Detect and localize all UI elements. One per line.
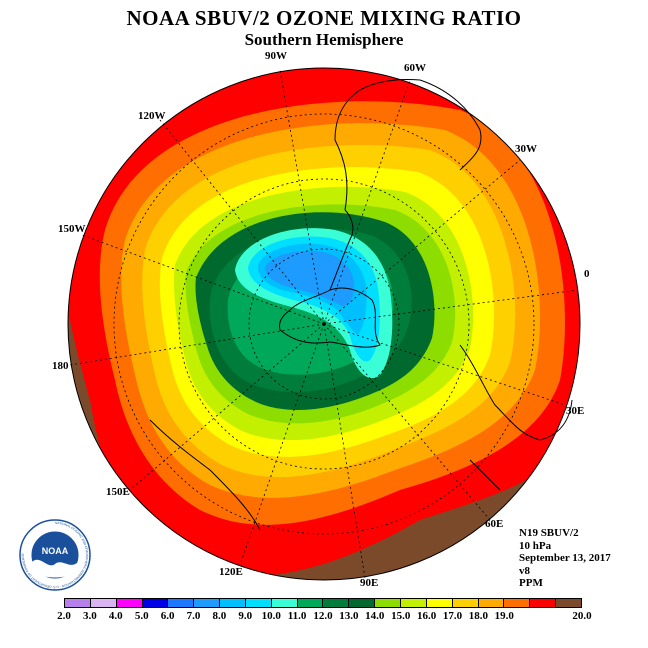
colorbar-segment — [478, 599, 505, 607]
pressure-level: 10 hPa — [519, 539, 552, 552]
colorbar-tick-label: 11.0 — [287, 610, 307, 622]
colorbar-tick-label: 5.0 — [134, 610, 149, 622]
colorbar-tick-label: 18.0 — [468, 610, 489, 622]
colorbar-segment — [504, 599, 531, 607]
longitude-label: 150W — [58, 223, 86, 235]
longitude-label: 30E — [566, 405, 585, 417]
meridian-line — [159, 119, 325, 325]
antarctic-peninsula-coast — [329, 209, 354, 291]
colorbar-segment — [142, 599, 169, 607]
colorbar-segment — [426, 599, 453, 607]
longitude-label: 150E — [106, 486, 130, 498]
colorbar-segment — [375, 599, 401, 607]
colorbar-segment — [297, 599, 324, 607]
colorbar-tick-label: 6.0 — [160, 610, 175, 622]
dataset-info: N19 SBUV/2 10 hPa September 13, 2017 v8 … — [519, 527, 611, 590]
latitude-circle — [113, 113, 535, 535]
units-label: PPM — [519, 577, 543, 589]
colorbar-tick-label: 17.0 — [442, 610, 463, 622]
coastlines — [149, 79, 573, 531]
meridian-line — [323, 79, 411, 325]
colorbar — [64, 598, 582, 608]
colorbar-tick-label: 20.0 — [572, 610, 592, 622]
longitude-label: 90W — [265, 50, 287, 62]
australia-coast — [149, 419, 261, 531]
longitude-label: 180 — [52, 360, 69, 372]
colorbar-segment — [323, 599, 350, 607]
meridian-line — [323, 323, 566, 406]
longitude-label: 120E — [219, 566, 243, 578]
colorbar-segment — [245, 599, 272, 607]
longitude-label: 0 — [584, 268, 590, 280]
colorbar-segment — [168, 599, 195, 607]
colorbar-segment — [400, 599, 427, 607]
satellite-label: N19 SBUV/2 — [519, 527, 579, 539]
colorbar-tick-label: 14.0 — [365, 610, 385, 622]
longitude-label: 120W — [138, 110, 166, 122]
logo-text: NOAA — [42, 546, 69, 556]
colorbar-segment — [220, 599, 246, 607]
colorbar-segment — [90, 599, 117, 607]
latitude-circle — [248, 248, 400, 400]
colorbar-tick-label: 15.0 — [391, 610, 411, 622]
colorbar-tick-label: 13.0 — [339, 610, 359, 622]
longitude-label: 90E — [360, 577, 379, 589]
colorbar-segment — [452, 599, 479, 607]
latitude-circle — [178, 178, 470, 470]
colorbar-segment — [194, 599, 221, 607]
observation-date: September 13, 2017 — [519, 552, 611, 564]
version-label: v8 — [519, 564, 530, 577]
colorbar-tick-label: 3.0 — [83, 610, 97, 622]
colorbar-segment — [556, 599, 581, 607]
colorbar-tick-label: 7.0 — [186, 610, 201, 622]
ozone-contour-field — [68, 68, 580, 580]
colorbar-segment — [530, 599, 557, 607]
colorbar-tick-label: 19.0 — [494, 610, 514, 622]
colorbar-segment — [65, 599, 91, 607]
map-border — [67, 67, 581, 581]
graticule — [69, 69, 579, 579]
noaa-logo: NOAA NATIONAL OCEANIC AND ATMOSPHERIC AD… — [19, 519, 91, 591]
colorbar-tick-label: 4.0 — [108, 610, 123, 622]
colorbar-tick-label: 8.0 — [212, 610, 227, 622]
madagascar-coast — [469, 459, 501, 491]
contour-blue — [265, 250, 355, 306]
colorbar-tick-label: 10.0 — [261, 610, 281, 622]
colorbar-segment — [116, 599, 143, 607]
colorbar-tick-label: 9.0 — [238, 610, 253, 622]
longitude-label: 60W — [404, 62, 426, 74]
colorbar-tick-label: 12.0 — [313, 610, 333, 622]
page-subtitle: Southern Hemisphere — [244, 30, 404, 49]
colorbar-tick-label: 2.0 — [57, 610, 71, 622]
longitude-label: 30W — [515, 143, 537, 155]
colorbar-tick-label: 16.0 — [416, 610, 437, 622]
antarctica-coast — [279, 287, 381, 348]
longitude-label: 60E — [485, 518, 504, 530]
colorbar-segment — [271, 599, 298, 607]
page-title: NOAA SBUV/2 OZONE MIXING RATIO — [126, 6, 522, 30]
colorbar-segment — [349, 599, 376, 607]
south-america-coast — [334, 79, 482, 211]
africa-coast — [459, 344, 573, 441]
